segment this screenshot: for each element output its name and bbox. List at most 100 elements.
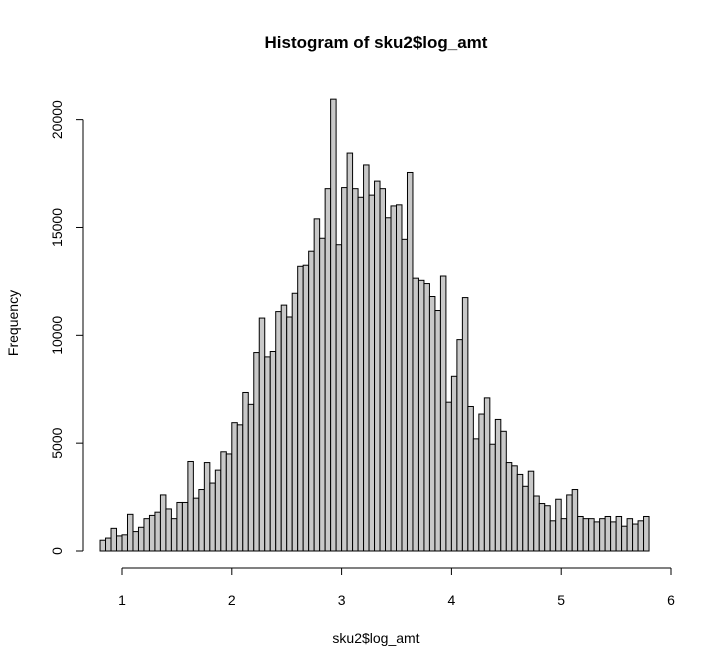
histogram-bar	[346, 152, 354, 552]
chart-title: Histogram of sku2$log_amt	[265, 33, 488, 52]
histogram-bar	[308, 250, 315, 552]
histogram-bar	[198, 489, 205, 552]
histogram-bar	[258, 317, 266, 552]
histogram-bar	[566, 494, 573, 552]
histogram-bar	[280, 304, 288, 552]
histogram-bar	[610, 521, 617, 552]
histogram-bar	[527, 470, 535, 552]
histogram-bar	[593, 521, 601, 552]
histogram-bar	[374, 180, 381, 552]
histogram-bar	[472, 438, 480, 552]
histogram-bar	[319, 237, 326, 552]
histogram-bar	[187, 460, 194, 552]
histogram-bar	[236, 424, 244, 552]
histogram-bar	[599, 518, 606, 552]
x-axis-label: sku2$log_amt	[332, 630, 419, 646]
histogram-bar	[302, 264, 310, 552]
y-tick-label: 10000	[49, 316, 65, 355]
histogram-bar	[560, 518, 568, 552]
histogram-bar	[621, 525, 628, 552]
y-tick-label: 5000	[49, 427, 65, 458]
histogram-bar	[148, 514, 156, 552]
histogram-bar	[209, 482, 216, 552]
histogram-bar	[632, 523, 639, 552]
histogram-bar	[192, 497, 200, 552]
histogram-bar	[390, 205, 398, 552]
histogram-bar	[275, 311, 282, 552]
histogram-bar	[450, 375, 458, 552]
histogram-bar	[110, 527, 118, 552]
histogram-bar	[406, 171, 414, 552]
histogram-bar	[335, 244, 343, 552]
histogram-bar	[154, 511, 161, 552]
histogram-bar	[165, 508, 172, 552]
histogram-bar	[105, 537, 112, 552]
histogram-bar	[324, 188, 332, 552]
histogram-bar	[505, 462, 513, 552]
histogram-bar	[494, 418, 502, 552]
x-tick-label: 3	[338, 592, 346, 608]
histogram-bar	[368, 194, 376, 552]
histogram-bar	[385, 217, 392, 552]
histogram-bar	[176, 501, 183, 552]
x-tick-label: 2	[228, 592, 236, 608]
histogram-bar	[439, 275, 447, 552]
histogram-bar	[461, 297, 469, 552]
histogram-bar	[264, 356, 271, 552]
histogram-bar	[643, 515, 650, 552]
histogram-bar	[401, 238, 408, 552]
histogram-bar	[242, 391, 249, 552]
histogram-bar	[137, 526, 145, 552]
histogram-bar	[253, 352, 260, 552]
histogram-bar	[286, 316, 293, 552]
histogram-bar	[582, 518, 590, 552]
histogram-bar	[313, 218, 321, 552]
histogram-bar	[297, 265, 304, 552]
histogram-bar	[181, 501, 189, 552]
histogram-bar	[363, 164, 370, 552]
histogram-bar	[456, 339, 463, 552]
histogram-bar	[500, 430, 507, 552]
histogram-bar	[247, 403, 255, 552]
histogram-bar	[396, 204, 403, 552]
histogram-bar	[577, 515, 584, 552]
histogram-bar	[489, 443, 496, 552]
histogram-bar	[511, 465, 518, 552]
histogram-bar	[555, 498, 562, 552]
histogram-bar	[269, 351, 277, 552]
x-tick-label: 4	[448, 592, 456, 608]
x-tick-label: 1	[118, 592, 126, 608]
histogram-bar	[357, 196, 365, 552]
y-axis-label: Frequency	[5, 290, 21, 356]
histogram-bar	[214, 469, 222, 552]
histogram-bar	[604, 515, 612, 552]
histogram-bar	[225, 453, 233, 552]
histogram-bar	[132, 531, 139, 552]
x-tick-label: 6	[667, 592, 675, 608]
x-axis: 1 2 3 4 5 6	[118, 567, 675, 608]
y-tick-label: 20000	[49, 100, 65, 139]
histogram-bar	[428, 296, 436, 552]
histogram-bar	[516, 473, 524, 552]
y-tick-label: 0	[49, 547, 65, 555]
histogram-bar	[483, 397, 491, 552]
histogram-bar	[533, 495, 540, 552]
histogram-bar	[203, 462, 211, 552]
histogram-bar	[544, 505, 551, 552]
histogram-bar	[341, 187, 348, 552]
histogram-bar	[379, 188, 387, 552]
histogram-bar	[330, 98, 337, 552]
histogram-bar	[417, 279, 425, 552]
histogram-bar	[412, 277, 419, 552]
histogram-bar	[571, 489, 579, 552]
histogram-bars	[99, 98, 650, 552]
histogram-bar	[467, 405, 474, 552]
histogram-bar	[231, 422, 238, 552]
histogram-bar	[121, 534, 128, 552]
histogram-bar	[291, 292, 299, 552]
histogram-bar	[116, 535, 123, 552]
histogram-bar	[588, 518, 595, 552]
histogram-bar	[143, 518, 150, 552]
histogram-bar	[478, 413, 485, 552]
